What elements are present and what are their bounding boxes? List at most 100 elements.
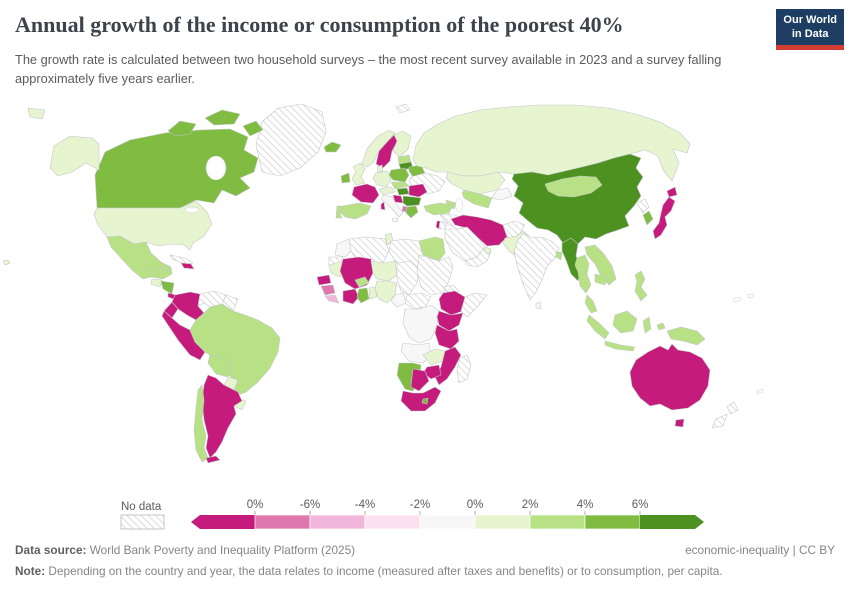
country-peru[interactable] [161,310,206,361]
country-japan[interactable] [652,196,676,240]
country-cuba[interactable] [169,254,194,265]
country-denmark[interactable] [376,164,384,173]
country-sumatra[interactable] [586,314,610,340]
country-maluku[interactable] [656,322,666,331]
country-south-korea[interactable] [642,210,654,226]
country-borneo[interactable] [612,310,638,334]
country-tasmania[interactable] [674,418,685,428]
country-north-korea[interactable] [636,198,650,214]
country-mexico[interactable] [106,235,173,280]
country-jordan[interactable] [438,220,448,230]
country-alaska[interactable] [27,107,100,177]
legend-segment-6[interactable] [529,514,586,530]
country-mali[interactable] [339,256,374,290]
country-serbia-bulgaria[interactable] [402,195,422,207]
country-tierra-del-fuego[interactable] [205,455,221,464]
country-russia[interactable] [412,104,691,182]
country-nigeria[interactable] [374,280,398,304]
country-poland[interactable] [388,167,410,183]
country-morocco[interactable] [334,238,352,258]
country-sri-lanka[interactable] [535,301,542,310]
country-argentina[interactable] [201,374,243,459]
country-cambodia[interactable] [594,273,608,286]
country-canada-arctic[interactable] [204,109,241,126]
country-uzbekistan-turkmenistan[interactable] [461,189,493,209]
country-egypt[interactable] [418,236,446,262]
country-india[interactable] [513,232,560,301]
country-thailand[interactable] [574,254,592,294]
country-uganda-kenya[interactable] [436,310,464,332]
country-cameroon[interactable] [390,292,408,308]
owid-logo[interactable]: Our World in Data [776,9,844,50]
country-botswana[interactable] [410,368,430,392]
country-hungary[interactable] [396,187,410,196]
country-niger[interactable] [370,260,398,282]
license-text[interactable]: economic-inequality | CC BY [685,543,835,557]
country-new-zealand[interactable] [711,401,739,429]
legend-segment-1[interactable] [254,514,311,530]
country-hawaii[interactable] [2,259,11,266]
country-sierra-leone-liberia[interactable] [324,294,340,304]
country-ghana[interactable] [356,287,370,304]
country-tanzania[interactable] [434,324,460,350]
country-philippines[interactable] [634,270,648,302]
country-hispaniola[interactable] [180,262,195,270]
country-sicily[interactable] [391,217,399,223]
country-greece[interactable] [405,205,419,219]
country-italy[interactable] [380,194,404,218]
country-finland[interactable] [392,130,412,158]
country-ivory-coast[interactable] [342,288,360,305]
country-norway[interactable] [361,129,396,168]
legend-segment-4[interactable] [419,514,476,530]
country-germany[interactable] [372,170,392,188]
country-sardinia[interactable] [380,201,386,211]
country-iceland[interactable] [323,141,342,153]
country-portugal[interactable] [335,205,344,219]
country-somalia[interactable] [460,292,488,318]
country-colombia[interactable] [171,291,205,321]
country-alpine-states[interactable] [378,186,396,196]
legend-segment-0[interactable] [191,515,255,529]
country-brazil[interactable] [189,303,281,397]
legend-segment-5[interactable] [474,514,531,530]
country-kyrgyzstan-tajikistan[interactable] [491,187,513,201]
country-madagascar[interactable] [456,354,472,384]
country-canada[interactable] [94,128,259,209]
country-new-guinea[interactable] [666,326,706,346]
country-united-kingdom[interactable] [351,162,366,186]
country-senegal[interactable] [316,274,332,286]
country-canada-arctic[interactable] [167,120,197,137]
country-guatemala[interactable] [150,278,163,288]
country-turkey[interactable] [423,202,454,216]
country-uae[interactable] [483,246,492,256]
country-lesotho[interactable] [421,397,429,405]
country-yemen-oman[interactable] [464,246,492,268]
country-malawi-mozambique[interactable] [434,346,462,386]
country-malaysia[interactable] [584,294,598,314]
country-chad[interactable] [396,260,420,296]
country-canada-arctic[interactable] [242,120,264,137]
country-sulawesi[interactable] [642,316,652,334]
country-bangladesh[interactable] [555,251,563,261]
legend-segment-3[interactable] [364,514,421,530]
country-honduras-nicaragua[interactable] [160,280,175,295]
country-guinea[interactable] [320,284,336,296]
country-laos-vietnam[interactable] [584,244,617,286]
country-chile[interactable] [193,384,209,463]
country-drc[interactable] [402,304,440,344]
no-data-swatch[interactable] [120,514,165,530]
legend-segment-8[interactable] [640,515,704,529]
country-japan-hokkaido[interactable] [666,186,678,198]
country-svalbard[interactable] [395,103,411,114]
country-china[interactable] [511,153,644,246]
legend-segment-2[interactable] [309,514,366,530]
country-greenland[interactable] [255,103,327,177]
country-australia[interactable] [629,343,711,411]
country-burkina-faso[interactable] [354,276,370,288]
country-mongolia[interactable] [544,175,603,198]
legend-segment-7[interactable] [584,514,641,530]
country-togo-benin[interactable] [368,286,378,300]
country-south-africa[interactable] [400,386,442,412]
country-ireland[interactable] [340,172,351,184]
country-france[interactable] [351,183,380,204]
